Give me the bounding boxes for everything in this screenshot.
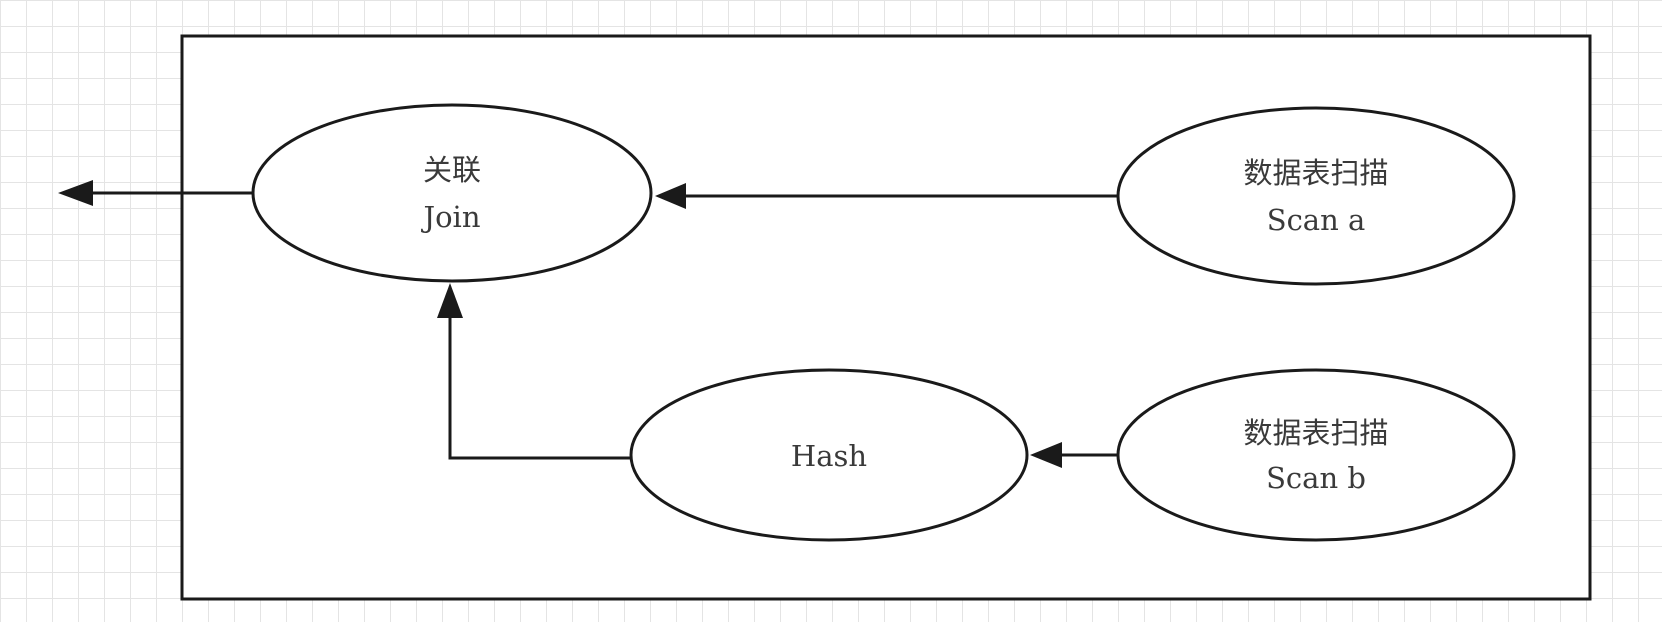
node-scan-a-shape [1116,106,1516,286]
node-join-label-line2: Join [420,200,480,234]
edge-join-to-output-arrowhead [58,180,93,206]
node-hash-label: Hash [791,439,867,473]
node-scan-b-label-line1: 数据表扫描 [1243,416,1388,450]
edge-hash-to-join-arrowhead [437,283,463,318]
edge-scan-a-to-join-arrowhead [655,183,686,209]
node-scan-b-shape [1116,368,1516,542]
node-scan-a-label-line1: 数据表扫描 [1243,156,1388,190]
node-scan-a: 数据表扫描 Scan a [1116,106,1516,286]
node-hash-shape [629,368,1029,542]
node-join: 关联 Join [251,103,653,283]
node-hash: Hash [629,368,1029,542]
node-join-shape [251,103,653,283]
node-scan-b-label-line2: Scan b [1266,461,1366,495]
node-scan-a-label-line2: Scan a [1267,203,1366,237]
node-join-label-line1: 关联 [423,153,481,187]
node-scan-b: 数据表扫描 Scan b [1116,368,1516,542]
edge-scan-b-to-hash-arrowhead [1030,442,1062,468]
edge-hash-to-join [448,310,630,460]
